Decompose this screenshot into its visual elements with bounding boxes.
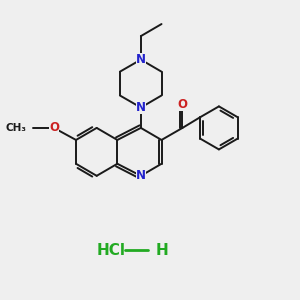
Text: CH₃: CH₃: [5, 123, 26, 133]
Text: O: O: [49, 122, 59, 134]
Text: O: O: [178, 98, 188, 111]
Text: N: N: [136, 169, 146, 182]
Text: H: H: [156, 243, 169, 258]
Text: N: N: [136, 101, 146, 114]
Text: N: N: [136, 53, 146, 66]
Text: HCl: HCl: [96, 243, 125, 258]
